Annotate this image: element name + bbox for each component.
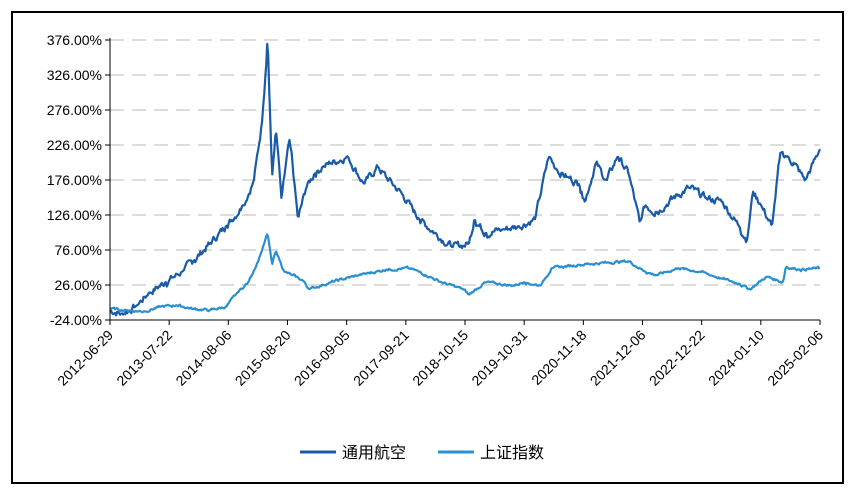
y-tick-label: 76.00% — [55, 242, 102, 258]
x-tick-label: 2013-07-22 — [113, 327, 175, 389]
x-tick-label: 2017-09-21 — [350, 327, 412, 389]
gridlines — [110, 39, 820, 286]
x-tick-label: 2022-12-22 — [646, 327, 708, 389]
x-tick-label: 2015-08-20 — [232, 327, 294, 389]
y-tick-label: 376.00% — [47, 32, 102, 48]
chart-frame — [11, 11, 844, 484]
x-tick-label: 2025-02-06 — [764, 327, 826, 389]
series-lines — [109, 42, 821, 317]
y-tick-label: 276.00% — [47, 102, 102, 118]
series-line-0 — [109, 42, 821, 317]
x-tick-label: 2016-09-05 — [291, 327, 353, 389]
legend: 通用航空 上证指数 — [300, 444, 544, 462]
y-tick-label: 26.00% — [55, 277, 102, 293]
legend-label: 通用航空 — [342, 444, 406, 462]
y-tick-label: 326.00% — [47, 67, 102, 83]
y-axis-ticks: -24.00% 26.00% 76.00% 126.00% 176.00% 226.00%… — [47, 32, 110, 328]
x-tick-label: 2018-10-15 — [409, 327, 471, 389]
y-tick-label: 176.00% — [47, 172, 102, 188]
x-tick-label: 2021-12-06 — [587, 327, 649, 389]
x-tick-label: 2012-06-29 — [54, 327, 116, 389]
x-tick-label: 2019-10-31 — [468, 327, 530, 389]
y-tick-label: -24.00% — [50, 312, 102, 328]
y-tick-label: 226.00% — [47, 137, 102, 153]
series-line-1 — [109, 233, 821, 314]
x-axis-ticks: 2012-06-292013-07-222014-08-062015-08-20… — [54, 320, 826, 389]
legend-label: 上证指数 — [480, 444, 544, 462]
x-tick-label: 2014-08-06 — [172, 327, 234, 389]
x-tick-label: 2024-01-10 — [705, 327, 767, 389]
y-tick-label: 126.00% — [47, 207, 102, 223]
x-tick-label: 2020-11-18 — [528, 327, 589, 388]
